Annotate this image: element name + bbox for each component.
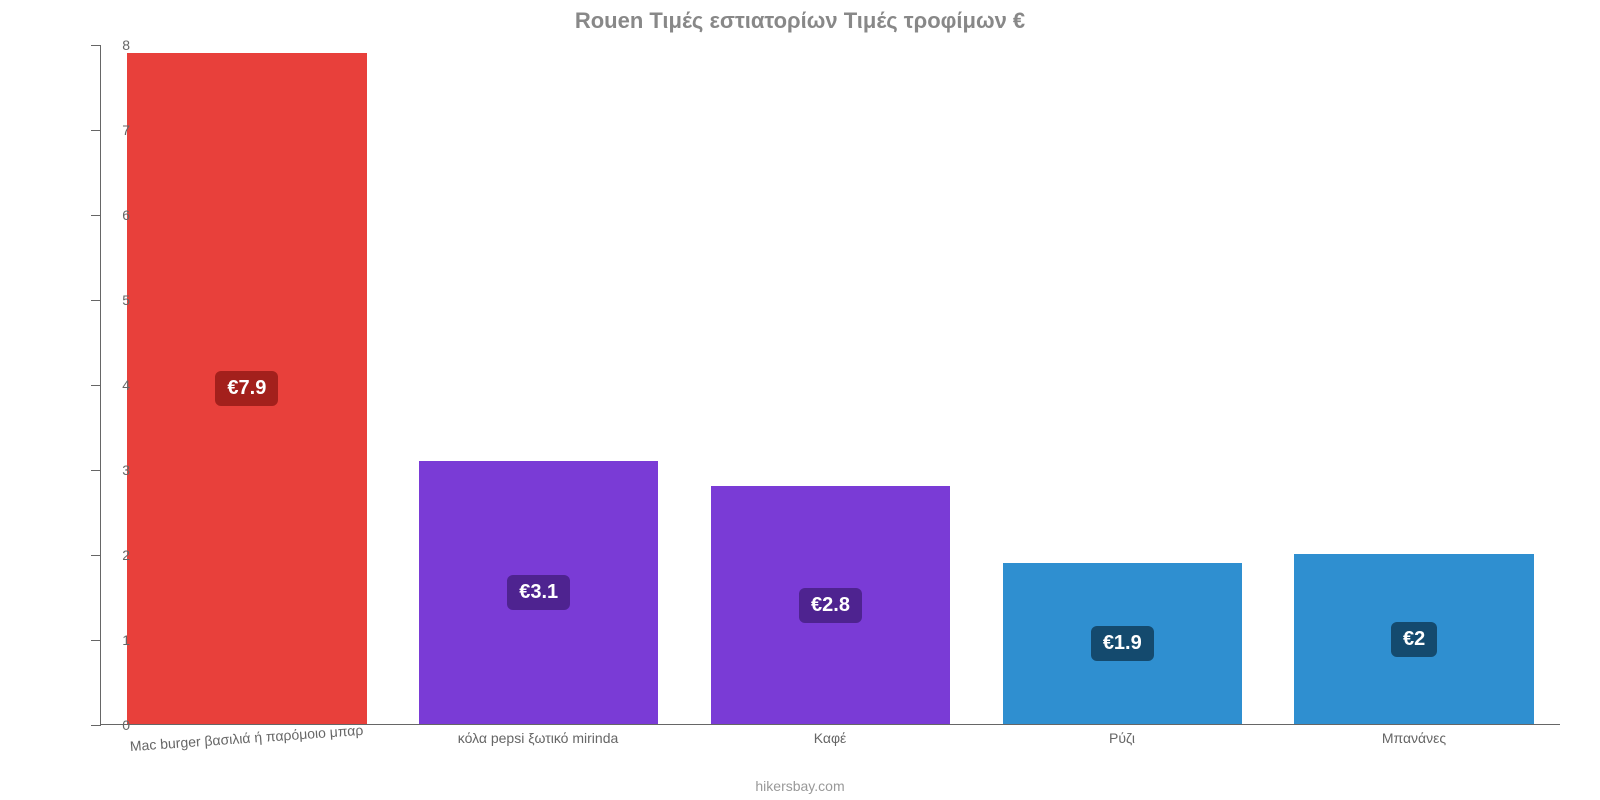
y-tick-label: 2 bbox=[90, 547, 130, 563]
price-bar-chart: Rouen Τιμές εστιατορίων Τιμές τροφίμων €… bbox=[0, 0, 1600, 800]
y-tick-label: 5 bbox=[90, 292, 130, 308]
x-axis-label: Ρύζι bbox=[976, 730, 1268, 746]
value-badge: €2.8 bbox=[799, 588, 862, 623]
value-badge: €3.1 bbox=[507, 575, 570, 610]
x-axis-label: Μπανάνες bbox=[1268, 730, 1560, 746]
bar: €1.9 bbox=[1003, 563, 1242, 725]
y-tick-label: 8 bbox=[90, 37, 130, 53]
bar-slot: €1.9 bbox=[976, 45, 1268, 724]
plot-area: €7.9 €3.1 €2.8 €1.9 €2 bbox=[100, 45, 1560, 725]
bar: €2 bbox=[1294, 554, 1533, 724]
bar: €3.1 bbox=[419, 461, 658, 725]
y-tick-label: 6 bbox=[90, 207, 130, 223]
value-badge: €1.9 bbox=[1091, 626, 1154, 661]
y-tick-label: 0 bbox=[90, 717, 130, 733]
value-badge: €7.9 bbox=[215, 371, 278, 406]
bar: €2.8 bbox=[711, 486, 950, 724]
value-badge: €2 bbox=[1391, 622, 1437, 657]
y-tick-label: 1 bbox=[90, 632, 130, 648]
bar-slot: €7.9 bbox=[101, 45, 393, 724]
y-tick-label: 3 bbox=[90, 462, 130, 478]
bars-container: €7.9 €3.1 €2.8 €1.9 €2 bbox=[101, 45, 1560, 724]
bar-slot: €3.1 bbox=[393, 45, 685, 724]
x-axis-label: Καφέ bbox=[684, 730, 976, 746]
bar: €7.9 bbox=[127, 53, 366, 725]
y-tick-label: 4 bbox=[90, 377, 130, 393]
credit-text: hikersbay.com bbox=[0, 778, 1600, 794]
x-axis-label: κόλα pepsi ξωτικό mirinda bbox=[392, 730, 684, 746]
bar-slot: €2.8 bbox=[685, 45, 977, 724]
bar-slot: €2 bbox=[1268, 45, 1560, 724]
x-axis-labels: Mac burger βασιλιά ή παρόμοιο μπαρκόλα p… bbox=[100, 730, 1560, 746]
chart-title: Rouen Τιμές εστιατορίων Τιμές τροφίμων € bbox=[0, 8, 1600, 34]
x-axis-label: Mac burger βασιλιά ή παρόμοιο μπαρ bbox=[100, 720, 392, 756]
y-tick-label: 7 bbox=[90, 122, 130, 138]
